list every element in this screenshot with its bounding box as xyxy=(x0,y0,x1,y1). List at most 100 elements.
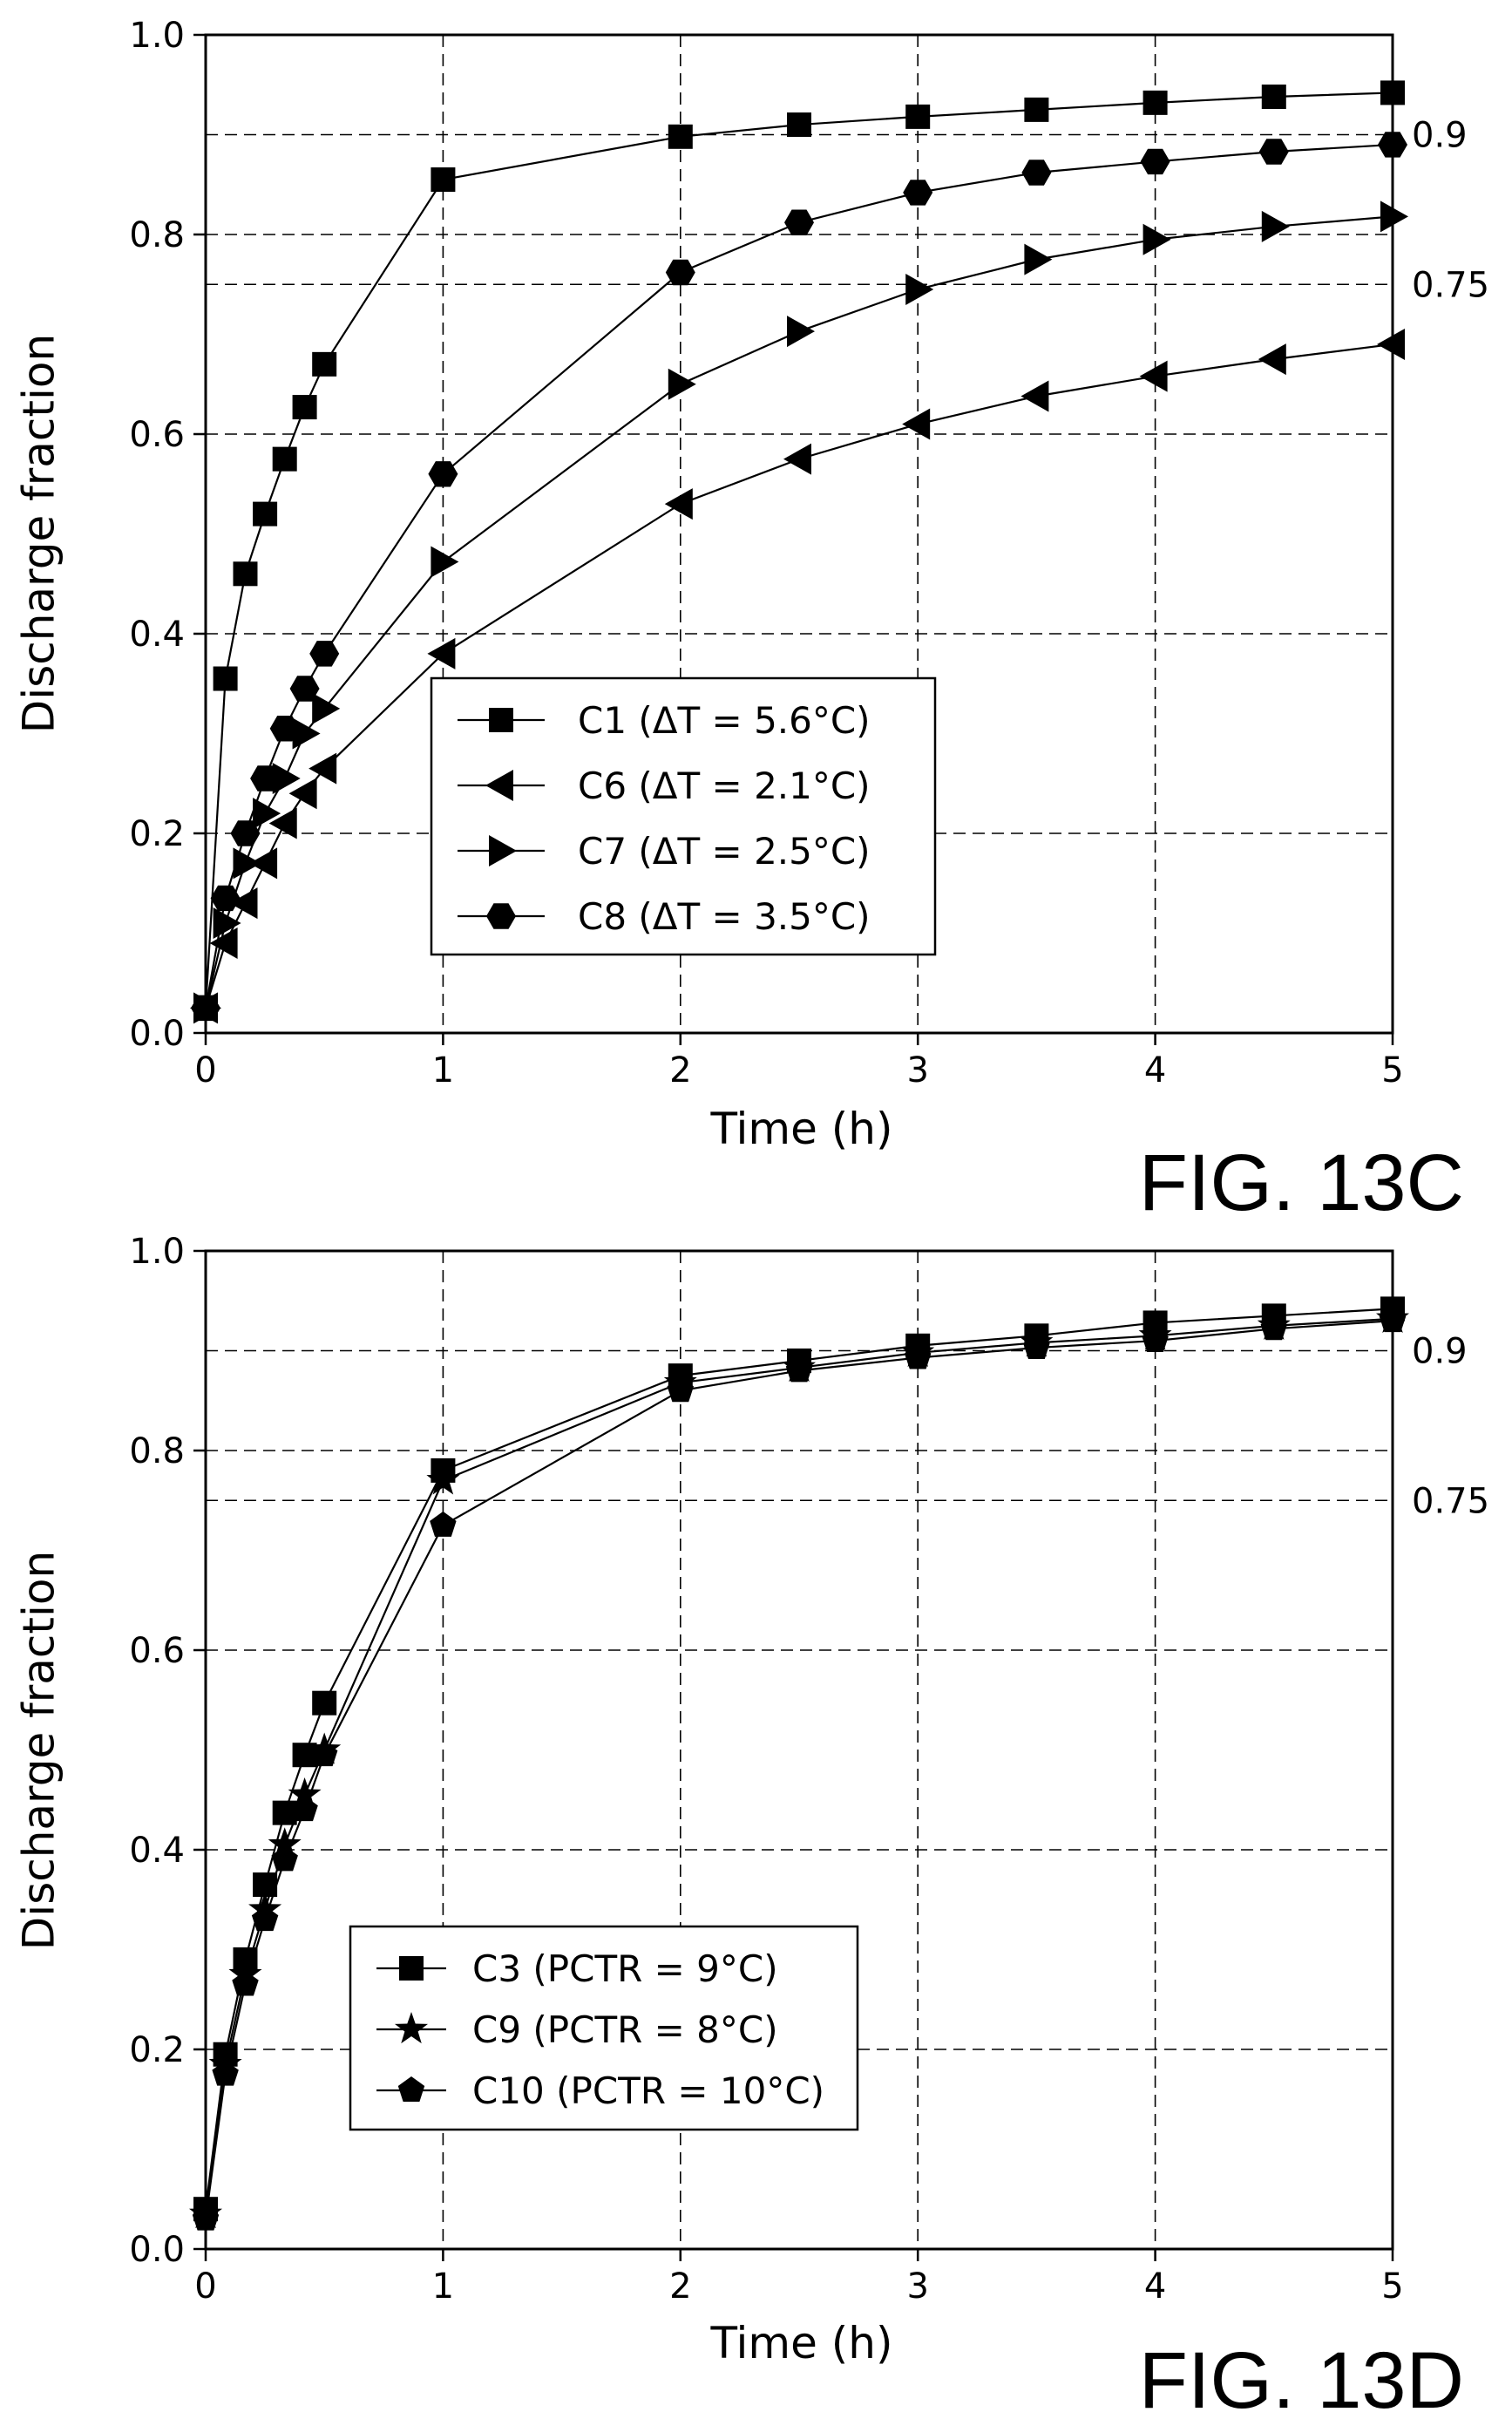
plot-frame xyxy=(204,33,1394,1035)
data-point xyxy=(292,395,317,420)
data-point xyxy=(210,885,241,912)
data-point xyxy=(312,1690,337,1716)
data-point xyxy=(664,488,693,520)
data-point xyxy=(312,351,337,377)
x-tick-label: 1 xyxy=(432,1050,454,1091)
data-point xyxy=(229,887,258,920)
x-axis-label: Time (h) xyxy=(710,2318,893,2368)
data-point xyxy=(268,1827,302,1859)
data-point xyxy=(213,666,238,691)
data-point xyxy=(787,112,811,138)
axis-ticks: 0 1 2 3 4 5 0.0 0.2 0.4 0.6 0.8 1.0 xyxy=(129,16,1403,1091)
legend-label: C9 (PCTR = 8°C) xyxy=(472,2008,778,2051)
y-tick-label: 0.8 xyxy=(129,1431,185,1471)
series-layer xyxy=(188,1296,1410,2231)
x-tick-label: 0 xyxy=(194,2266,216,2307)
data-point xyxy=(230,820,261,846)
data-point xyxy=(1020,380,1049,412)
x-tick-label: 4 xyxy=(1144,1050,1166,1091)
data-point xyxy=(430,1511,457,1537)
axis-ticks: 0 1 2 3 4 5 0.0 0.2 0.4 0.6 0.8 1.0 xyxy=(129,1232,1403,2307)
data-point xyxy=(271,1845,298,1872)
data-point xyxy=(1261,84,1286,109)
data-point xyxy=(1380,200,1408,233)
data-point xyxy=(426,1463,460,1495)
data-point xyxy=(272,446,297,472)
data-point xyxy=(249,847,278,880)
legend-marker xyxy=(397,2076,425,2102)
reference-lines: 0.9 0.75 xyxy=(206,1332,1489,1521)
data-point xyxy=(431,546,459,578)
x-axis-label: Time (h) xyxy=(710,1104,893,1154)
data-point xyxy=(289,676,320,702)
legend-label: C10 (PCTR = 10°C) xyxy=(472,2069,824,2112)
legend-marker xyxy=(485,770,513,801)
data-point xyxy=(251,1906,279,1932)
data-point xyxy=(1023,1334,1050,1360)
legend-item: C3 (PCTR = 9°C) xyxy=(376,1947,778,1990)
y-axis-label: Discharge fraction xyxy=(14,334,64,733)
data-point xyxy=(272,763,301,795)
data-point xyxy=(268,807,297,839)
data-point xyxy=(667,1376,695,1403)
data-point xyxy=(1139,360,1168,392)
chart-fig-13d: 0.9 0.75 0 1 2 3 4 5 0.0 0.2 0.4 0.6 0.8 1.0 C3 (PCT… xyxy=(14,1232,1490,2419)
data-point xyxy=(291,1796,318,1822)
y-tick-label: 0.2 xyxy=(129,2030,185,2070)
legend-box xyxy=(430,676,937,956)
reference-line-label: 0.9 xyxy=(1412,116,1468,156)
legend-label: C1 (ΔT = 5.6°C) xyxy=(578,699,871,742)
data-point xyxy=(1380,80,1405,105)
data-point xyxy=(1140,148,1170,175)
data-point xyxy=(1024,97,1049,122)
series-3 xyxy=(191,132,1407,1022)
reference-line-label: 0.9 xyxy=(1412,1332,1468,1372)
data-point xyxy=(785,1356,813,1383)
data-point xyxy=(1261,210,1290,242)
data-point xyxy=(250,765,281,792)
y-tick-label: 0.6 xyxy=(129,1631,185,1671)
data-point xyxy=(288,1777,322,1810)
legend: C3 (PCTR = 9°C) C9 (PCTR = 8°C) C10 (PCTR … xyxy=(349,1925,859,2131)
data-point xyxy=(309,641,340,667)
x-tick-label: 0 xyxy=(194,1050,216,1091)
reference-line-label: 0.75 xyxy=(1412,265,1489,305)
data-point xyxy=(1260,1315,1288,1341)
legend-marker xyxy=(486,903,516,929)
data-point xyxy=(427,637,456,669)
x-tick-label: 4 xyxy=(1144,2266,1166,2307)
data-point xyxy=(192,2205,220,2231)
legend-item: C8 (ΔT = 3.5°C) xyxy=(458,895,871,938)
figure-label: FIG. 13C xyxy=(1139,1138,1464,1227)
data-point xyxy=(1378,132,1407,158)
legend-item: C10 (PCTR = 10°C) xyxy=(376,2069,824,2112)
data-point xyxy=(1024,243,1053,275)
legend-item: C7 (ΔT = 2.5°C) xyxy=(458,830,871,873)
y-tick-label: 0.8 xyxy=(129,215,185,255)
y-axis-label: Discharge fraction xyxy=(14,1551,64,1950)
legend-marker xyxy=(489,835,517,866)
data-point xyxy=(288,778,317,810)
reference-line-label: 0.75 xyxy=(1412,1481,1489,1521)
data-point xyxy=(787,316,815,348)
x-tick-label: 1 xyxy=(432,2266,454,2307)
legend-box xyxy=(349,1925,859,2131)
series-2 xyxy=(193,200,1408,1024)
data-point xyxy=(212,2060,239,2086)
data-point xyxy=(1258,139,1289,165)
data-point xyxy=(905,273,934,305)
data-point xyxy=(783,443,811,475)
data-point xyxy=(1142,1327,1169,1352)
data-point xyxy=(253,501,278,527)
data-point xyxy=(309,752,337,785)
y-tick-label: 0.4 xyxy=(129,1831,185,1871)
data-point xyxy=(269,716,300,742)
data-point xyxy=(312,692,341,724)
legend: C1 (ΔT = 5.6°C) C6 (ΔT = 2.1°C) C7 (ΔT = 2… xyxy=(430,676,937,956)
series-layer xyxy=(190,80,1408,1024)
x-tick-label: 2 xyxy=(669,1050,691,1091)
y-tick-label: 1.0 xyxy=(129,16,185,56)
data-point xyxy=(1021,160,1052,186)
x-tick-label: 5 xyxy=(1381,1050,1403,1091)
